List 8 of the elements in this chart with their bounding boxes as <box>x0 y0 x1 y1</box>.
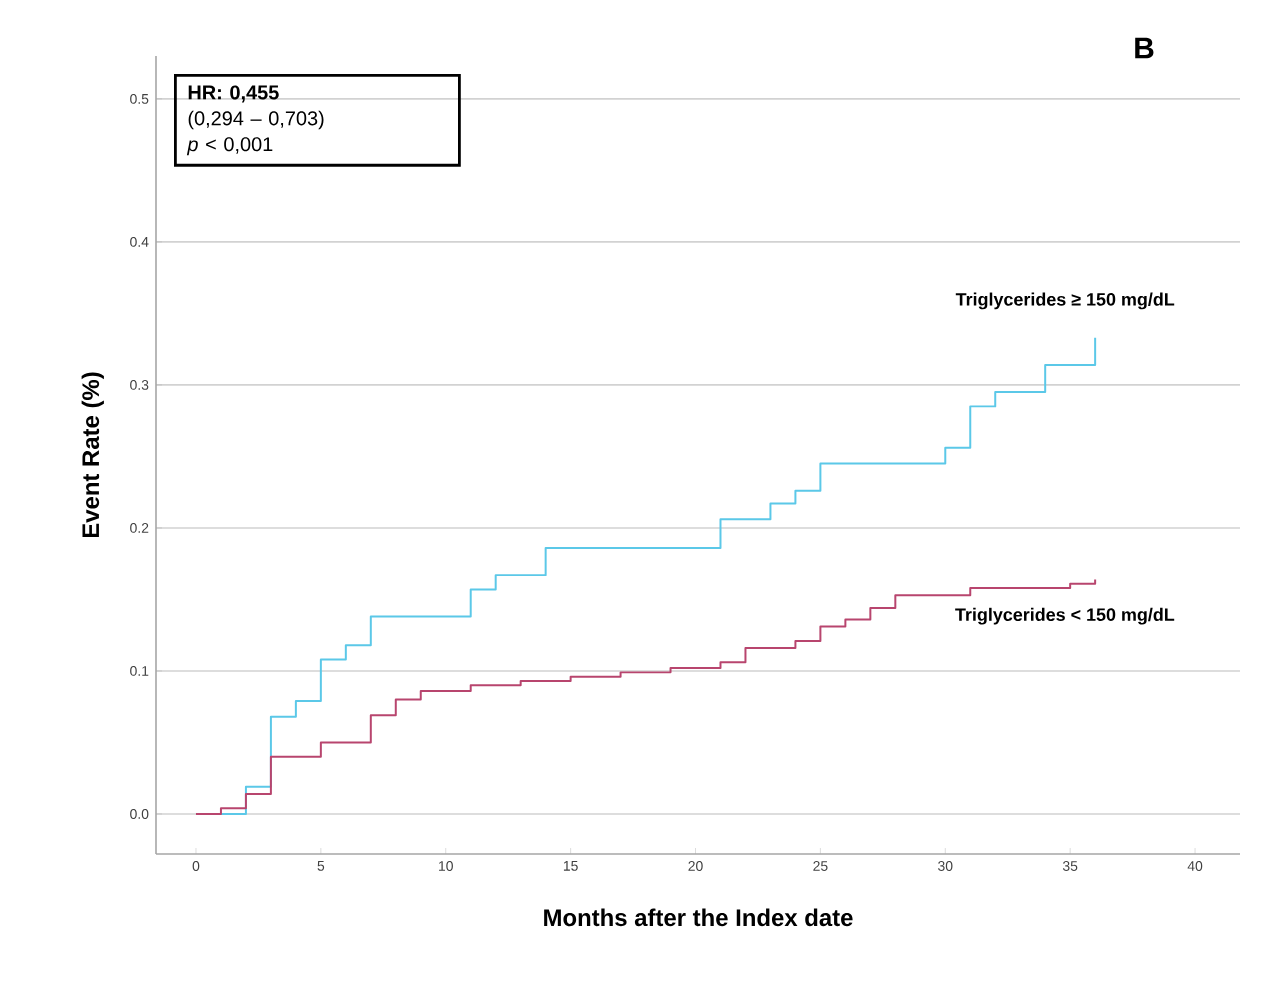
annotation: (0,294 – 0,703) <box>188 110 324 130</box>
x-axis-title: Months after the Index date <box>544 908 853 927</box>
chart-title: B <box>1135 37 1154 59</box>
annotation: HR: 0,455 <box>188 85 279 103</box>
annotation: p < 0,001 <box>186 137 273 156</box>
series-label: Triglycerides < 150 mg/dL <box>955 607 1175 625</box>
y-axis-title: Event Rate (%) <box>81 372 104 538</box>
text: Triglycerides ≥ 150 mg/dL <box>955 292 1175 310</box>
